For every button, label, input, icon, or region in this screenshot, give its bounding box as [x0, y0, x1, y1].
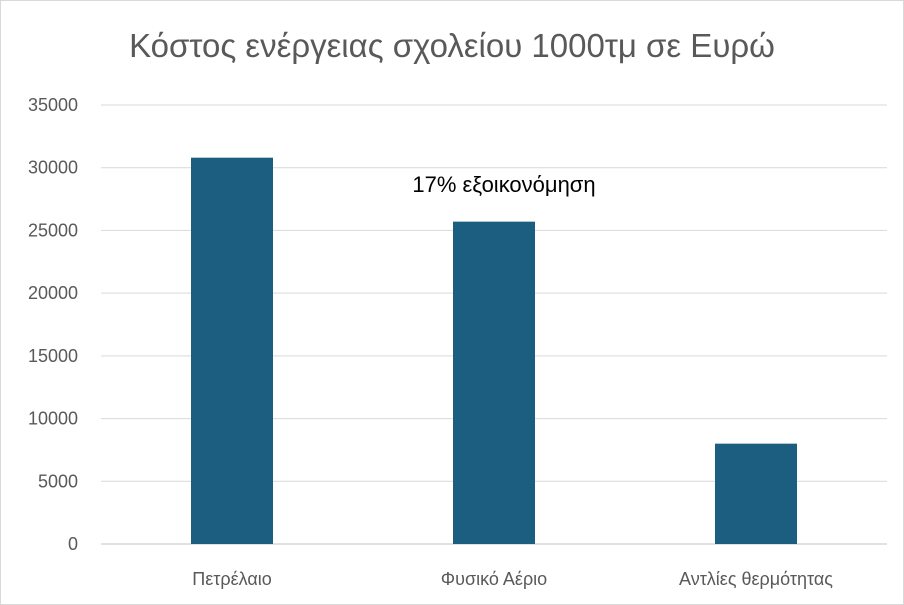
bar: [191, 157, 273, 544]
y-tick-label: 15000: [28, 346, 78, 366]
bar: [453, 221, 535, 545]
bar: [715, 443, 797, 544]
y-tick-label: 35000: [28, 95, 78, 115]
y-tick-label: 20000: [28, 283, 78, 303]
x-tick-label: Φυσικό Αέριο: [441, 569, 547, 589]
annotation-label: 17% εξοικονόμηση: [412, 172, 595, 197]
y-tick-label: 0: [68, 534, 78, 554]
y-tick-label: 30000: [28, 158, 78, 178]
y-tick-label: 25000: [28, 220, 78, 240]
x-tick-label: Αντλίες θερμότητας: [679, 569, 833, 589]
y-tick-label: 10000: [28, 409, 78, 429]
x-tick-label: Πετρέλαιο: [192, 569, 272, 589]
y-tick-label: 5000: [38, 471, 78, 491]
chart-title: Κόστος ενέργειας σχολείου 1000τμ σε Ευρώ: [129, 27, 775, 64]
